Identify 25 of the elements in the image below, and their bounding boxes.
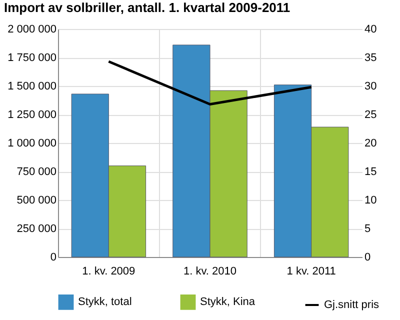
y2-tick-label: 5 bbox=[364, 223, 371, 235]
y-tick-label: 2 000 000 bbox=[8, 24, 56, 36]
y-tick-label: 250 000 bbox=[16, 223, 56, 235]
y-tick-label: 1 500 000 bbox=[8, 80, 56, 92]
y-tick-label: 1 000 000 bbox=[8, 138, 56, 150]
y2-tick-label: 0 bbox=[364, 252, 371, 264]
y2-tick-label: 15 bbox=[364, 166, 377, 178]
y-tick-label: 750 000 bbox=[16, 166, 56, 178]
legend-label: Stykk, total bbox=[78, 296, 132, 308]
y2-tick-label: 10 bbox=[364, 194, 377, 206]
y-tick-label: 1 250 000 bbox=[8, 109, 56, 121]
legend-label: Stykk, Kina bbox=[200, 296, 256, 308]
y2-tick-label: 20 bbox=[364, 138, 377, 150]
legend-label: Gj.snitt pris bbox=[324, 299, 380, 311]
x-tick-label: 1 kv. 2011 bbox=[286, 266, 336, 278]
y2-tick-label: 35 bbox=[364, 52, 377, 64]
y-tick-label: 0 bbox=[50, 252, 56, 264]
y2-tick-label: 40 bbox=[364, 24, 377, 36]
x-tick-label: 1. kv. 2010 bbox=[184, 266, 236, 278]
y-tick-label: 1 750 000 bbox=[8, 52, 56, 64]
y2-tick-label: 25 bbox=[364, 109, 377, 121]
y-tick-label: 500 000 bbox=[16, 194, 56, 206]
x-tick-label: 1. kv. 2009 bbox=[82, 266, 136, 278]
chart-title: Import av solbriller, antall. 1. kvartal 2009-2011 bbox=[4, 0, 290, 15]
y2-tick-label: 30 bbox=[364, 80, 377, 92]
